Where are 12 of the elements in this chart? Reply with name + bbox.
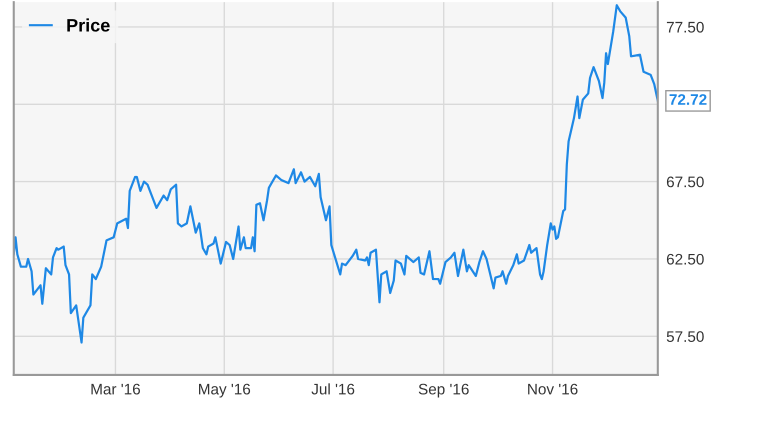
x-tick-label: May '16 — [199, 384, 250, 398]
x-tick-label: Nov '16 — [528, 384, 578, 395]
data-label: 72.72 — [670, 94, 707, 105]
y-tick-label: 67.50 — [666, 176, 704, 188]
y-tick-label: 57.50 — [666, 331, 704, 342]
legend-label: Price — [67, 18, 110, 32]
x-tick-label: Jul '16 — [312, 383, 354, 395]
y-tick-label: 62.50 — [666, 254, 704, 265]
x-tick-label: Mar '16 — [91, 384, 140, 395]
x-tick-label: Sep '16 — [418, 384, 469, 398]
y-tick-label: 77.50 — [666, 22, 704, 33]
line-series — [14, 4, 658, 344]
